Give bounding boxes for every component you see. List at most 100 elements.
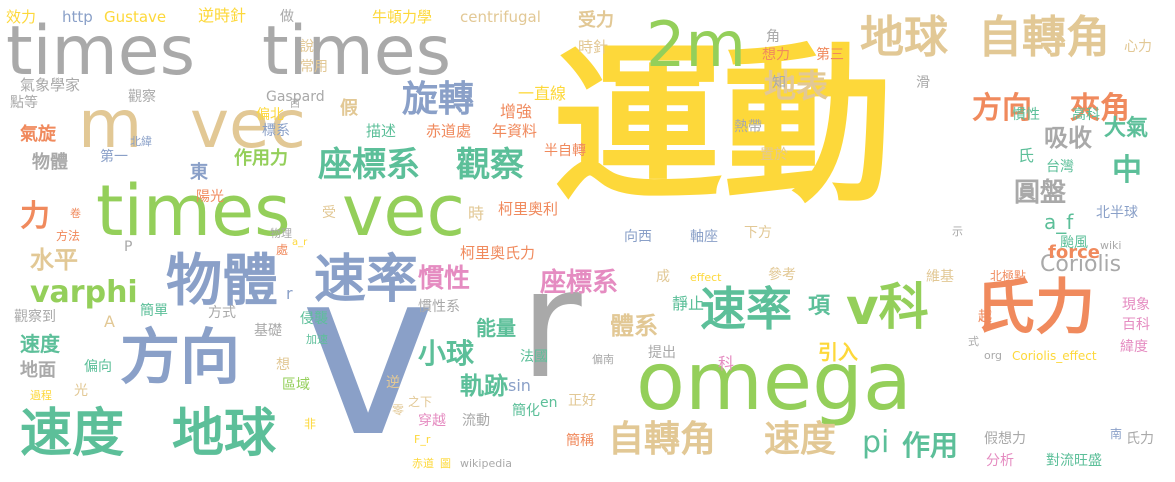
word: 區域 [282, 377, 310, 393]
word: 地表 [764, 67, 829, 105]
word: Gaspard [266, 89, 325, 105]
word: 常用 [300, 59, 328, 75]
word: 颱風 [1060, 235, 1088, 251]
word: 熱帶 [734, 119, 762, 135]
word: pi [862, 425, 890, 460]
word: 座標系 [540, 268, 619, 298]
word: 方向 [972, 91, 1032, 126]
word: 東 [190, 162, 208, 183]
word: 水平 [30, 246, 78, 274]
word: 穿越 [418, 413, 446, 429]
word: 示 [952, 225, 963, 238]
word: 卷 [70, 207, 81, 220]
word: 能量 [476, 316, 516, 340]
word: 偏向 [84, 359, 112, 375]
word: 高科 [1072, 107, 1100, 123]
word: Coriolis [1040, 252, 1122, 277]
word: 標系 [262, 123, 290, 139]
word: 簡單 [140, 303, 168, 319]
word: A [104, 312, 115, 331]
word: 對流旺盛 [1046, 453, 1102, 469]
word: 之下 [408, 395, 433, 409]
word: 做 [280, 9, 294, 25]
word: 地球 [860, 12, 948, 63]
word: r [286, 284, 293, 303]
word: v [300, 221, 437, 482]
word: F_r [414, 433, 431, 446]
word: 侵襲 [300, 311, 328, 327]
word: 北緯 [130, 135, 152, 148]
word: m [78, 86, 143, 163]
word: 物體 [32, 152, 68, 173]
word: 參考 [768, 267, 796, 283]
word: 時針 [578, 38, 609, 56]
word: 假想力 [984, 431, 1026, 447]
word: 速率 [314, 250, 419, 310]
word: 南 [1110, 427, 1123, 441]
word: 速度 [20, 332, 60, 356]
word: 座標系 [318, 145, 420, 185]
word: 氣象學家 [20, 76, 81, 94]
word: 處 [276, 243, 289, 257]
word: wiki [1100, 239, 1122, 252]
word: 方向 [120, 323, 240, 393]
word: 偏北 [256, 107, 284, 123]
word: effect [690, 271, 722, 284]
word: 越 [978, 309, 992, 325]
word: 作用 [902, 429, 959, 462]
word: centrifugal [460, 8, 541, 26]
word: 物理 [270, 227, 292, 240]
word: times [96, 170, 291, 252]
word: 地面 [20, 360, 56, 381]
word: times [6, 12, 196, 91]
word: 增強 [500, 102, 533, 121]
word: 圓盤 [1014, 178, 1067, 208]
word: 流動 [462, 413, 490, 429]
word: 提出 [648, 345, 676, 361]
word: 2m [646, 8, 746, 81]
word: 假 [340, 98, 358, 119]
word: 自轉角 [608, 419, 717, 460]
word: 觀察 [456, 145, 524, 185]
word: 描述 [366, 122, 397, 140]
word: 慣性系 [418, 299, 460, 315]
word: 中 [1112, 153, 1142, 188]
word: 年資料 [492, 122, 538, 140]
word: 速度 [764, 419, 837, 460]
word: varphi [30, 275, 138, 310]
word: 作用力 [234, 148, 288, 169]
word: 置於 [760, 147, 788, 163]
word: 一直線 [518, 84, 567, 103]
word: 想 [276, 357, 290, 373]
word: 過程 [30, 389, 52, 402]
word: 物體 [166, 249, 278, 314]
word: 分析 [986, 453, 1014, 469]
word: 說 [300, 39, 314, 55]
word: 北半球 [1096, 205, 1138, 221]
word: times [262, 12, 452, 91]
word: 非 [304, 417, 317, 431]
word: en [540, 395, 558, 411]
word: 氏力 [1126, 431, 1154, 447]
word: 受 [322, 205, 336, 221]
word: 現象 [1122, 297, 1150, 313]
word: 式 [968, 335, 979, 348]
word: 大氣 [1104, 116, 1149, 141]
word: 體系 [610, 312, 658, 340]
word: 簡化 [512, 403, 540, 419]
word: 柯里奧氏力 [460, 244, 536, 262]
word: 速度 [20, 404, 125, 464]
word: 效力 [6, 8, 37, 26]
word: vec [342, 170, 465, 252]
word: 零 [392, 403, 405, 417]
word: 柯里奧利 [498, 200, 559, 218]
word: r [520, 238, 582, 412]
word: 牛頓力學 [372, 8, 433, 26]
word: 成 [656, 269, 670, 285]
word: 慣性 [418, 264, 471, 294]
word: 簡稱 [566, 433, 594, 449]
word: 下方 [744, 225, 772, 241]
word: 地球 [172, 404, 277, 464]
word: sin [508, 376, 531, 395]
